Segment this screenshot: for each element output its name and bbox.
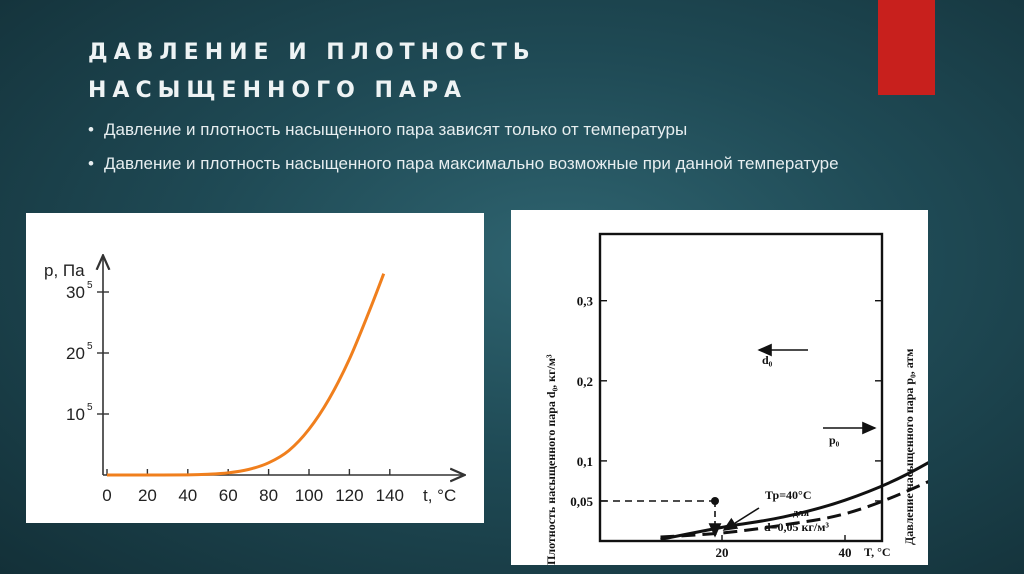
- y-tick-label: 20: [66, 344, 85, 363]
- y-tick-exponent: 5: [87, 341, 93, 352]
- x-tick-label: 40: [839, 545, 852, 560]
- y-tick-group: 10 520 530 5: [66, 280, 109, 424]
- bullet-item-2: • Давление и плотность насыщенного пара …: [88, 152, 908, 176]
- x-tick-label: 80: [259, 486, 278, 505]
- bullet-icon: •: [88, 154, 94, 173]
- bullet-list: • Давление и плотность насыщенного пара …: [88, 118, 908, 186]
- x-tick-group: 0 20 40 60 80 100 120 140: [102, 469, 404, 505]
- annotation-for: для: [793, 508, 810, 519]
- x-tick-label: 20: [138, 486, 157, 505]
- x-axis-label: T, °C: [864, 545, 891, 559]
- red-accent-bar: [878, 0, 935, 95]
- left-y-axis-label: Плотность насыщенного пара d₀, кг/м³: [544, 354, 558, 565]
- y-tick-group: 0,05 0,1 0,2 0,3: [570, 294, 882, 509]
- annotation-arrow: [722, 507, 760, 531]
- annotation-temp: Тр=40°С: [765, 488, 812, 502]
- y-tick-label: 0,1: [577, 454, 593, 469]
- y-tick-exponent: 5: [87, 280, 93, 291]
- d0-label: d₀: [762, 353, 773, 367]
- slide-title: ДАВЛЕНИЕ И ПЛОТНОСТЬ НАСЫЩЕННОГО ПАРА: [88, 34, 536, 110]
- y-tick-label: 0,2: [577, 374, 593, 389]
- y-tick-label: 0,3: [577, 294, 594, 309]
- x-tick-label: 120: [335, 486, 363, 505]
- bullet-text-2: Давление и плотность насыщенного пара ма…: [104, 154, 839, 173]
- x-tick-label: 100: [295, 486, 323, 505]
- y-tick-label: 0,05: [570, 494, 593, 509]
- x-tick-label: 140: [376, 486, 404, 505]
- plot-frame: [598, 232, 884, 543]
- pressure-curve: [106, 273, 386, 477]
- right-y-axis-label: Давление насыщенного пара p₀, атм: [902, 349, 916, 545]
- p0-label: p₀: [829, 433, 840, 447]
- pressure-chart-panel: р, Па t, °C 0 20 40 60 80 100 120 140 10 5 20 5 30 5: [26, 213, 484, 523]
- x-tick-label: 40: [178, 486, 197, 505]
- bullet-icon: •: [88, 120, 94, 139]
- x-tick-label: 60: [219, 486, 238, 505]
- density-curve: [660, 385, 1024, 541]
- intersection-point: [711, 497, 719, 505]
- x-axis-label: t, °C: [423, 486, 456, 505]
- bullet-text-1: Давление и плотность насыщенного пара за…: [104, 120, 688, 139]
- title-line-1: ДАВЛЕНИЕ И ПЛОТНОСТЬ: [88, 40, 536, 65]
- pressure-chart: р, Па t, °C 0 20 40 60 80 100 120 140 10 520 530 5: [44, 213, 484, 505]
- annotation-density: d=0,05 кг/м³: [764, 520, 829, 534]
- x-tick-label: 0: [102, 486, 111, 505]
- y-axis-label: р, Па: [44, 261, 85, 280]
- bullet-item-1: • Давление и плотность насыщенного пара …: [88, 118, 908, 142]
- x-tick-label: 20: [716, 545, 729, 560]
- y-tick-label: 10: [66, 405, 85, 424]
- y-tick-exponent: 5: [87, 402, 93, 413]
- y-tick-label: 30: [66, 283, 85, 302]
- title-line-2: НАСЫЩЕННОГО ПАРА: [88, 78, 468, 103]
